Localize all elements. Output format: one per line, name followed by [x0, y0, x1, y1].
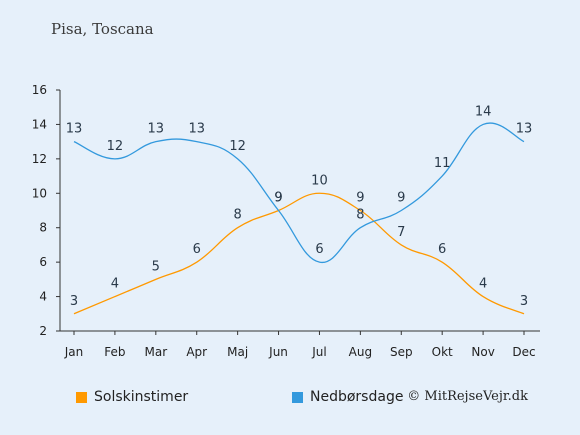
data-label-solskinstimer: 3	[70, 294, 78, 309]
line-chart: 2 4 6 8 10 12 14 16 Jan Feb Mar Apr Maj Jun Jul Aug Sep…	[32, 83, 540, 359]
chart-title: Pisa, Toscana	[51, 20, 154, 38]
y-axis-ticks: 2 4 6 8 10 12 14 16	[32, 83, 60, 338]
x-tick-label: Sep	[390, 345, 413, 359]
data-label-nedborsdage: 9	[397, 191, 405, 206]
series-line-solskinstimer	[73, 192, 525, 315]
x-tick-label: Aug	[349, 345, 372, 359]
data-label-nedborsdage: 9	[274, 191, 282, 206]
data-label-solskinstimer: 6	[438, 242, 446, 257]
legend-label-solskinstimer: Solskinstimer	[94, 389, 189, 405]
x-tick-label: Jan	[64, 345, 84, 359]
legend-swatch-nedborsdage	[292, 391, 303, 403]
credit-text: © MitRejseVejr.dk	[407, 389, 528, 404]
x-tick-label: Dec	[512, 345, 535, 359]
x-axis-ticks: Jan Feb Mar Apr Maj Jun Jul Aug Sep Okt Nov Dec	[64, 331, 536, 359]
y-tick-label: 6	[39, 255, 47, 269]
x-tick-label: Nov	[471, 345, 494, 359]
x-tick-label: Mar	[144, 345, 167, 359]
legend-item-solskinstimer: Solskinstimer	[76, 389, 188, 405]
data-label-nedborsdage: 14	[475, 104, 492, 119]
y-tick-label: 2	[39, 324, 47, 338]
data-label-nedborsdage: 8	[356, 208, 364, 223]
data-label-nedborsdage: 12	[107, 139, 124, 154]
y-tick-label: 4	[39, 290, 47, 304]
legend-item-nedborsdage: Nedbørsdage	[292, 389, 403, 405]
y-tick-label: 12	[32, 152, 47, 166]
data-label-nedborsdage: 6	[315, 242, 323, 257]
data-label-solskinstimer: 3	[520, 294, 528, 309]
legend-label-nedborsdage: Nedbørsdage	[310, 389, 404, 405]
legend-swatch-solskinstimer	[76, 391, 87, 403]
y-tick-label: 8	[39, 221, 47, 235]
data-label-nedborsdage: 13	[516, 122, 533, 137]
data-label-solskinstimer: 9	[274, 191, 282, 206]
x-tick-label: Jul	[311, 345, 326, 359]
data-label-solskinstimer: 10	[311, 173, 328, 188]
data-label-solskinstimer: 9	[356, 191, 364, 206]
x-tick-label: Jun	[268, 345, 288, 359]
data-label-nedborsdage: 12	[229, 139, 246, 154]
x-tick-label: Okt	[432, 345, 453, 359]
data-label-solskinstimer: 4	[479, 277, 487, 292]
data-label-solskinstimer: 4	[111, 277, 119, 292]
data-label-nedborsdage: 13	[188, 122, 205, 137]
data-label-nedborsdage: 11	[434, 156, 451, 171]
data-label-solskinstimer: 6	[193, 242, 201, 257]
data-label-nedborsdage: 13	[148, 122, 165, 137]
x-tick-label: Maj	[227, 345, 248, 359]
series-line-nedborsdage	[73, 122, 525, 263]
y-tick-label: 10	[32, 186, 47, 200]
data-label-solskinstimer: 7	[397, 225, 405, 240]
data-label-solskinstimer: 8	[233, 208, 241, 223]
y-tick-label: 14	[32, 117, 47, 131]
y-tick-label: 16	[32, 83, 47, 97]
x-tick-label: Apr	[186, 345, 207, 359]
data-label-nedborsdage: 13	[66, 122, 83, 137]
x-tick-label: Feb	[104, 345, 125, 359]
data-label-solskinstimer: 5	[152, 259, 160, 274]
